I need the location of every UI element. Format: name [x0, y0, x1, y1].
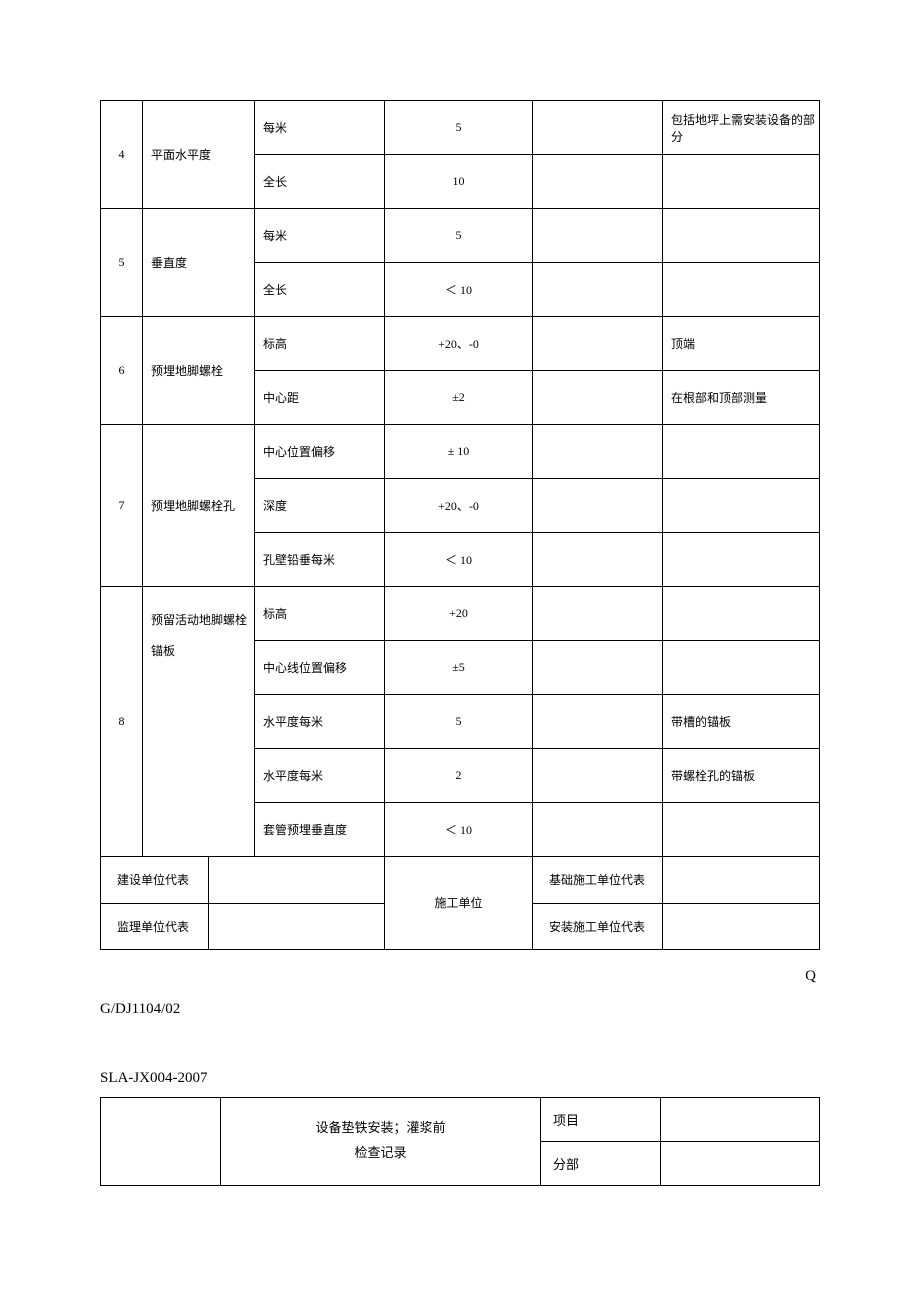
row-number: 5	[101, 209, 143, 317]
inspection-table: 4 平面水平度 每米 5 包括地坪上需安装设备的部分 全长 10 5 垂直度 每…	[100, 100, 820, 857]
install-rep-value	[663, 903, 820, 949]
row-item: 平面水平度	[143, 101, 255, 209]
row-value: ＜ 10	[385, 533, 533, 587]
section-value	[661, 1141, 820, 1185]
row-param: 深度	[255, 479, 385, 533]
project-value	[661, 1097, 820, 1141]
row-note	[663, 479, 820, 533]
row-check	[533, 695, 663, 749]
row-item: 预留活动地脚螺栓锚板	[143, 587, 255, 857]
row-check	[533, 749, 663, 803]
row-param: 中心距	[255, 371, 385, 425]
row-note: 包括地坪上需安装设备的部分	[663, 101, 820, 155]
row-value: ±5	[385, 641, 533, 695]
row-note	[663, 533, 820, 587]
table-row: 8 预留活动地脚螺栓锚板 标高 +20	[101, 587, 820, 641]
foundation-rep-value	[663, 857, 820, 903]
table-row: 7 预埋地脚螺栓孔 中心位置偏移 ± 10	[101, 425, 820, 479]
row-note	[663, 641, 820, 695]
row-note	[663, 209, 820, 263]
construction-unit-label: 施工单位	[385, 857, 533, 949]
row-number: 4	[101, 101, 143, 209]
row-note: 带螺栓孔的锚板	[663, 749, 820, 803]
row-value: +20、-0	[385, 479, 533, 533]
row-value: 5	[385, 695, 533, 749]
row-check	[533, 803, 663, 857]
row-param: 全长	[255, 155, 385, 209]
row-check	[533, 533, 663, 587]
row-value: 5	[385, 101, 533, 155]
row-value: 5	[385, 209, 533, 263]
row-note	[663, 425, 820, 479]
row-param: 孔壁铅垂每米	[255, 533, 385, 587]
table-row: 4 平面水平度 每米 5 包括地坪上需安装设备的部分	[101, 101, 820, 155]
signature-table: 建设单位代表 施工单位 基础施工单位代表 监理单位代表 安装施工单位代表	[100, 857, 820, 950]
row-value: +20、-0	[385, 317, 533, 371]
row-note: 在根部和顶部测量	[663, 371, 820, 425]
row-item: 预埋地脚螺栓孔	[143, 425, 255, 587]
row-value: ±2	[385, 371, 533, 425]
row-param: 中心线位置偏移	[255, 641, 385, 695]
foundation-rep-label: 基础施工单位代表	[533, 857, 663, 903]
document-page: 4 平面水平度 每米 5 包括地坪上需安装设备的部分 全长 10 5 垂直度 每…	[0, 0, 920, 1226]
row-check	[533, 425, 663, 479]
row-param: 套管预埋垂直度	[255, 803, 385, 857]
inspection-table-body: 4 平面水平度 每米 5 包括地坪上需安装设备的部分 全长 10 5 垂直度 每…	[101, 101, 820, 857]
row-note: 顶端	[663, 317, 820, 371]
row-param: 水平度每米	[255, 749, 385, 803]
row-param: 全长	[255, 263, 385, 317]
supervision-rep-value	[209, 903, 385, 949]
row-check	[533, 209, 663, 263]
table-row: 建设单位代表 施工单位 基础施工单位代表	[101, 857, 820, 903]
construction-rep-value	[209, 857, 385, 903]
table-row: 5 垂直度 每米 5	[101, 209, 820, 263]
row-value: ＜ 10	[385, 803, 533, 857]
construction-rep-label: 建设单位代表	[101, 857, 209, 903]
row-number: 6	[101, 317, 143, 425]
record-title-line2: 检查记录	[354, 1145, 406, 1160]
supervision-rep-label: 监理单位代表	[101, 903, 209, 949]
row-param: 标高	[255, 317, 385, 371]
row-item: 预埋地脚螺栓	[143, 317, 255, 425]
row-check	[533, 263, 663, 317]
project-label: 项目	[541, 1097, 661, 1141]
record-title: 设备垫铁安装；灌浆前 检查记录	[221, 1097, 541, 1185]
code-q: Q	[100, 950, 820, 985]
row-param: 中心位置偏移	[255, 425, 385, 479]
row-number: 8	[101, 587, 143, 857]
section-label: 分部	[541, 1141, 661, 1185]
code-sla: SLA-JX004-2007	[100, 1018, 820, 1097]
title-left-blank	[101, 1097, 221, 1185]
row-number: 7	[101, 425, 143, 587]
row-value: 10	[385, 155, 533, 209]
row-check	[533, 155, 663, 209]
row-param: 水平度每米	[255, 695, 385, 749]
row-note	[663, 263, 820, 317]
row-check	[533, 479, 663, 533]
row-value: 2	[385, 749, 533, 803]
code-gdj: G/DJ1104/02	[100, 985, 820, 1018]
row-param: 标高	[255, 587, 385, 641]
row-note	[663, 587, 820, 641]
row-check	[533, 371, 663, 425]
record-title-line1: 设备垫铁安装；灌浆前	[315, 1120, 445, 1135]
row-value: +20	[385, 587, 533, 641]
row-param: 每米	[255, 209, 385, 263]
row-param: 每米	[255, 101, 385, 155]
row-value: ＜ 10	[385, 263, 533, 317]
row-item: 垂直度	[143, 209, 255, 317]
install-rep-label: 安装施工单位代表	[533, 903, 663, 949]
row-value: ± 10	[385, 425, 533, 479]
table-row: 6 预埋地脚螺栓 标高 +20、-0 顶端	[101, 317, 820, 371]
row-check	[533, 101, 663, 155]
row-check	[533, 587, 663, 641]
table-row: 设备垫铁安装；灌浆前 检查记录 项目	[101, 1097, 820, 1141]
row-note: 带槽的锚板	[663, 695, 820, 749]
row-check	[533, 317, 663, 371]
record-title-table: 设备垫铁安装；灌浆前 检查记录 项目 分部	[100, 1097, 820, 1186]
row-note	[663, 155, 820, 209]
row-note	[663, 803, 820, 857]
row-check	[533, 641, 663, 695]
